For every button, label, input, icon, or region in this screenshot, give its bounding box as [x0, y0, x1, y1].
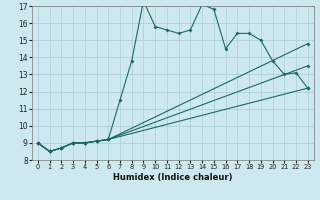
X-axis label: Humidex (Indice chaleur): Humidex (Indice chaleur): [113, 173, 233, 182]
